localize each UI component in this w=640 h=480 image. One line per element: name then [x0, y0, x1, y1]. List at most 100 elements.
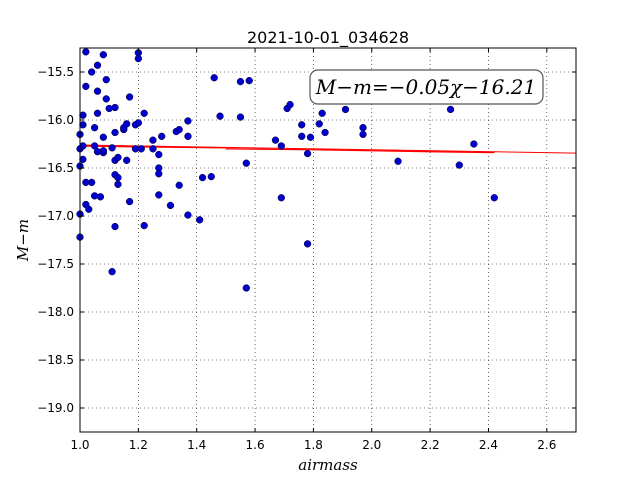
data-point	[140, 109, 148, 117]
data-point	[96, 193, 105, 201]
grid-layer	[79, 48, 576, 432]
plot-frame	[79, 47, 577, 433]
data-point	[210, 74, 218, 82]
data-point	[155, 150, 163, 159]
fit-segment	[371, 150, 431, 153]
data-points-layer	[76, 48, 498, 292]
data-point	[175, 125, 183, 134]
data-point	[195, 216, 204, 224]
data-point	[277, 142, 285, 150]
data-point	[149, 145, 157, 153]
x-tick-label: 2.2	[421, 438, 440, 452]
data-point	[114, 173, 122, 182]
data-point	[198, 173, 207, 182]
data-point	[315, 120, 323, 128]
data-point	[446, 105, 455, 114]
data-point	[242, 284, 250, 292]
y-axis-label: M−m	[14, 219, 32, 262]
fit-segment	[225, 148, 314, 151]
data-point	[93, 109, 102, 117]
data-point	[88, 68, 96, 76]
data-point	[158, 132, 166, 140]
fit-segment	[313, 149, 372, 152]
data-point	[175, 181, 183, 189]
data-point	[321, 128, 329, 137]
y-tick-label: −16.0	[37, 113, 74, 127]
data-point	[140, 221, 148, 230]
data-point	[490, 194, 498, 202]
data-point	[245, 76, 253, 85]
fit-segment	[430, 151, 495, 154]
data-point	[298, 132, 306, 140]
data-point	[470, 140, 478, 148]
data-point	[123, 156, 131, 164]
x-tick-label: 2.0	[362, 438, 381, 452]
data-point	[82, 82, 90, 91]
data-point	[303, 240, 312, 248]
data-point	[99, 51, 107, 59]
data-point	[166, 201, 175, 210]
data-point	[93, 87, 102, 95]
data-point	[286, 100, 294, 109]
data-point	[102, 76, 110, 84]
data-point	[184, 117, 192, 125]
data-point	[79, 142, 87, 150]
y-tick-label: −18.5	[37, 353, 74, 367]
data-point	[114, 153, 122, 162]
x-tick-label: 1.4	[187, 438, 206, 452]
data-point	[79, 111, 87, 119]
data-point	[394, 157, 402, 165]
y-tick-label: −17.0	[37, 209, 74, 223]
data-point	[303, 149, 312, 158]
data-point	[149, 136, 157, 144]
data-point	[155, 191, 163, 199]
data-point	[236, 77, 245, 86]
y-tick-label: −18.0	[37, 305, 74, 319]
data-point	[137, 145, 145, 153]
data-point	[455, 161, 463, 169]
data-point	[114, 180, 122, 188]
x-tick-label: 1.6	[246, 438, 265, 452]
data-point	[99, 147, 107, 155]
fit-annotation-box: M−m=−0.05χ−16.21	[309, 69, 544, 105]
data-point	[184, 211, 192, 219]
data-point	[242, 159, 250, 167]
x-axis-label: airmass	[298, 456, 358, 474]
data-point	[216, 112, 224, 120]
y-tick-label: −19.0	[37, 401, 74, 415]
data-point	[134, 119, 143, 127]
data-point	[90, 142, 99, 150]
x-tick-label: 2.6	[537, 438, 556, 452]
data-point	[277, 194, 285, 202]
annotation-frame	[309, 69, 544, 105]
data-point	[111, 128, 119, 137]
data-point	[359, 124, 367, 132]
data-point	[108, 144, 116, 152]
fit-line	[79, 144, 577, 154]
plot-area	[80, 48, 576, 432]
data-point	[184, 132, 192, 140]
data-point	[359, 130, 367, 139]
data-point	[111, 222, 119, 231]
data-point	[90, 124, 99, 132]
data-point	[341, 105, 350, 114]
data-point	[125, 93, 134, 101]
data-point	[134, 54, 143, 63]
data-point	[79, 121, 87, 129]
x-tick-label: 2.4	[479, 438, 498, 452]
fit-equation: M−m=−0.05χ−16.21	[315, 75, 536, 99]
data-point	[306, 133, 315, 141]
data-point	[99, 133, 107, 141]
tick-layer: 1.0 1.2 1.4 1.6 1.8 2.0 2.2 2.4 2.6 −15.5 −16.0 −16…	[37, 48, 576, 452]
y-tick-label: −15.5	[37, 65, 74, 79]
data-point	[79, 155, 87, 164]
data-point	[236, 113, 245, 121]
data-point	[102, 95, 110, 103]
data-point	[82, 48, 90, 56]
data-point	[85, 205, 93, 213]
data-point	[125, 197, 134, 206]
x-tick-label: 1.8	[304, 438, 323, 452]
data-point	[111, 103, 119, 112]
data-point	[318, 109, 326, 117]
